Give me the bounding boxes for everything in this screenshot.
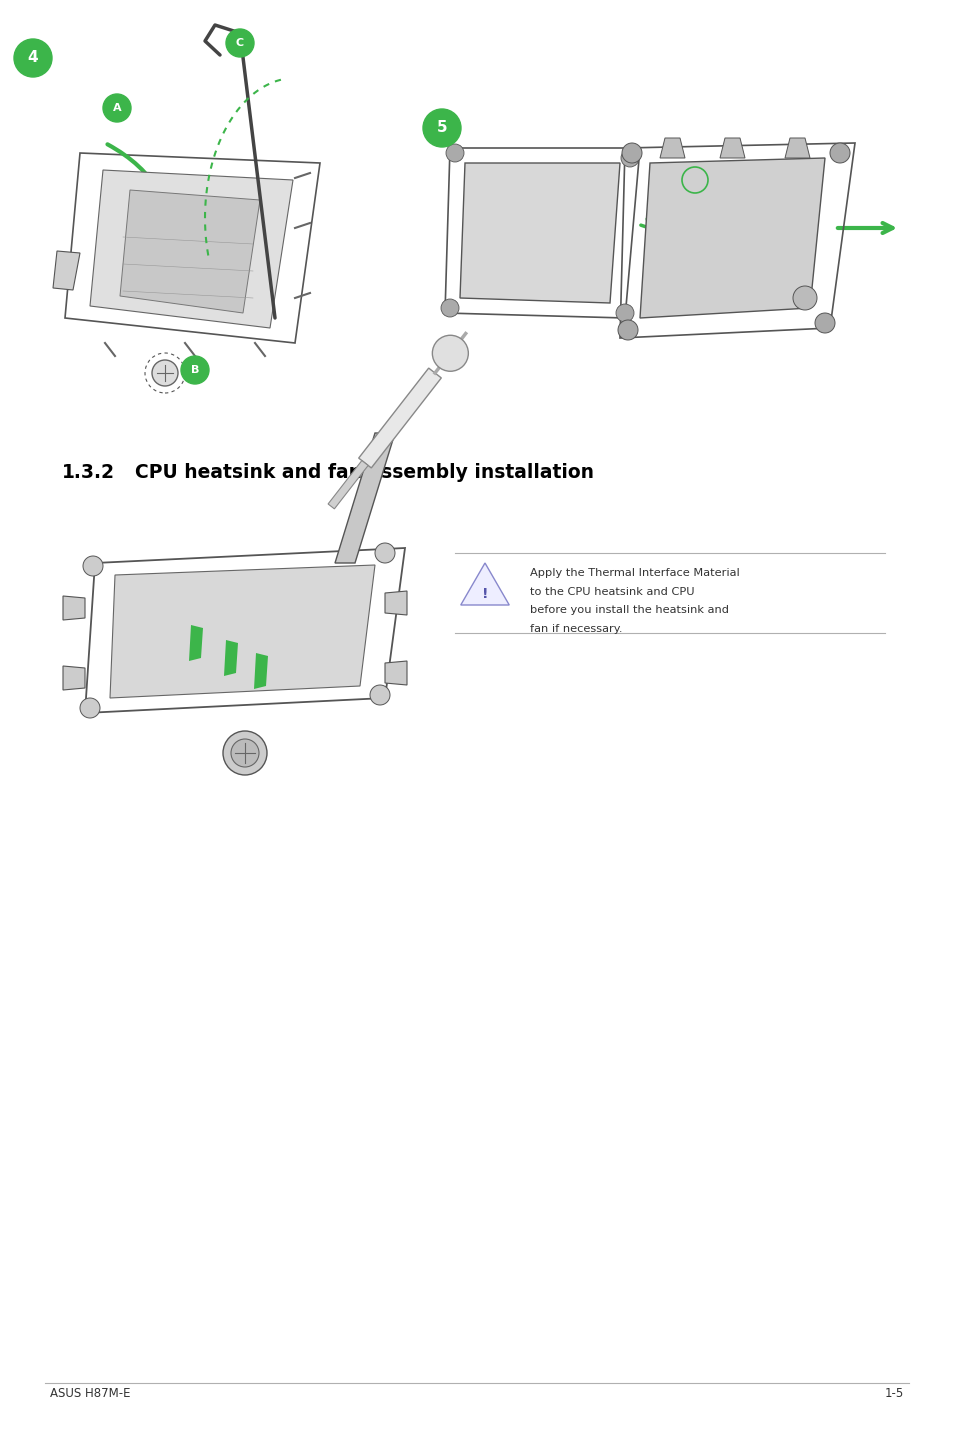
Polygon shape	[224, 640, 237, 676]
Circle shape	[814, 313, 834, 334]
Polygon shape	[63, 595, 85, 620]
Polygon shape	[253, 653, 268, 689]
Circle shape	[103, 93, 131, 122]
Polygon shape	[639, 158, 824, 318]
Circle shape	[223, 731, 267, 775]
Polygon shape	[110, 565, 375, 697]
Polygon shape	[335, 433, 395, 564]
Polygon shape	[460, 564, 509, 605]
Circle shape	[152, 360, 178, 385]
Polygon shape	[720, 138, 744, 158]
Text: !: !	[481, 587, 488, 601]
Circle shape	[14, 39, 52, 78]
Text: before you install the heatsink and: before you install the heatsink and	[530, 605, 728, 615]
Polygon shape	[659, 138, 684, 158]
Circle shape	[620, 150, 639, 167]
Text: 4: 4	[28, 50, 38, 66]
Text: B: B	[191, 365, 199, 375]
Text: to the CPU heatsink and CPU: to the CPU heatsink and CPU	[530, 587, 694, 597]
Text: Apply the Thermal Interface Material: Apply the Thermal Interface Material	[530, 568, 739, 578]
Polygon shape	[385, 661, 407, 684]
Circle shape	[616, 303, 634, 322]
Text: CPU heatsink and fan assembly installation: CPU heatsink and fan assembly installati…	[135, 463, 594, 483]
Polygon shape	[784, 138, 809, 158]
Circle shape	[446, 144, 463, 162]
Circle shape	[80, 697, 100, 718]
Text: C: C	[235, 37, 244, 47]
Circle shape	[370, 684, 390, 705]
Polygon shape	[120, 190, 260, 313]
Circle shape	[226, 29, 253, 58]
Polygon shape	[358, 368, 441, 467]
Text: 5: 5	[436, 121, 447, 135]
Text: 1-5: 1-5	[883, 1388, 903, 1401]
Text: fan if necessary.: fan if necessary.	[530, 624, 622, 634]
Polygon shape	[90, 170, 293, 328]
Circle shape	[618, 321, 638, 339]
Polygon shape	[385, 591, 407, 615]
Text: ASUS H87M-E: ASUS H87M-E	[50, 1388, 131, 1401]
Polygon shape	[63, 666, 85, 690]
Circle shape	[422, 109, 460, 147]
Polygon shape	[189, 626, 203, 661]
Circle shape	[83, 557, 103, 577]
Circle shape	[231, 739, 258, 766]
Circle shape	[440, 299, 458, 316]
Circle shape	[432, 335, 468, 371]
Circle shape	[792, 286, 816, 311]
Polygon shape	[328, 460, 368, 509]
Text: A: A	[112, 104, 121, 114]
Text: 1.3.2: 1.3.2	[62, 463, 115, 483]
Circle shape	[621, 142, 641, 162]
Circle shape	[375, 544, 395, 564]
Polygon shape	[53, 252, 80, 290]
Circle shape	[181, 357, 209, 384]
Circle shape	[829, 142, 849, 162]
Polygon shape	[459, 162, 619, 303]
